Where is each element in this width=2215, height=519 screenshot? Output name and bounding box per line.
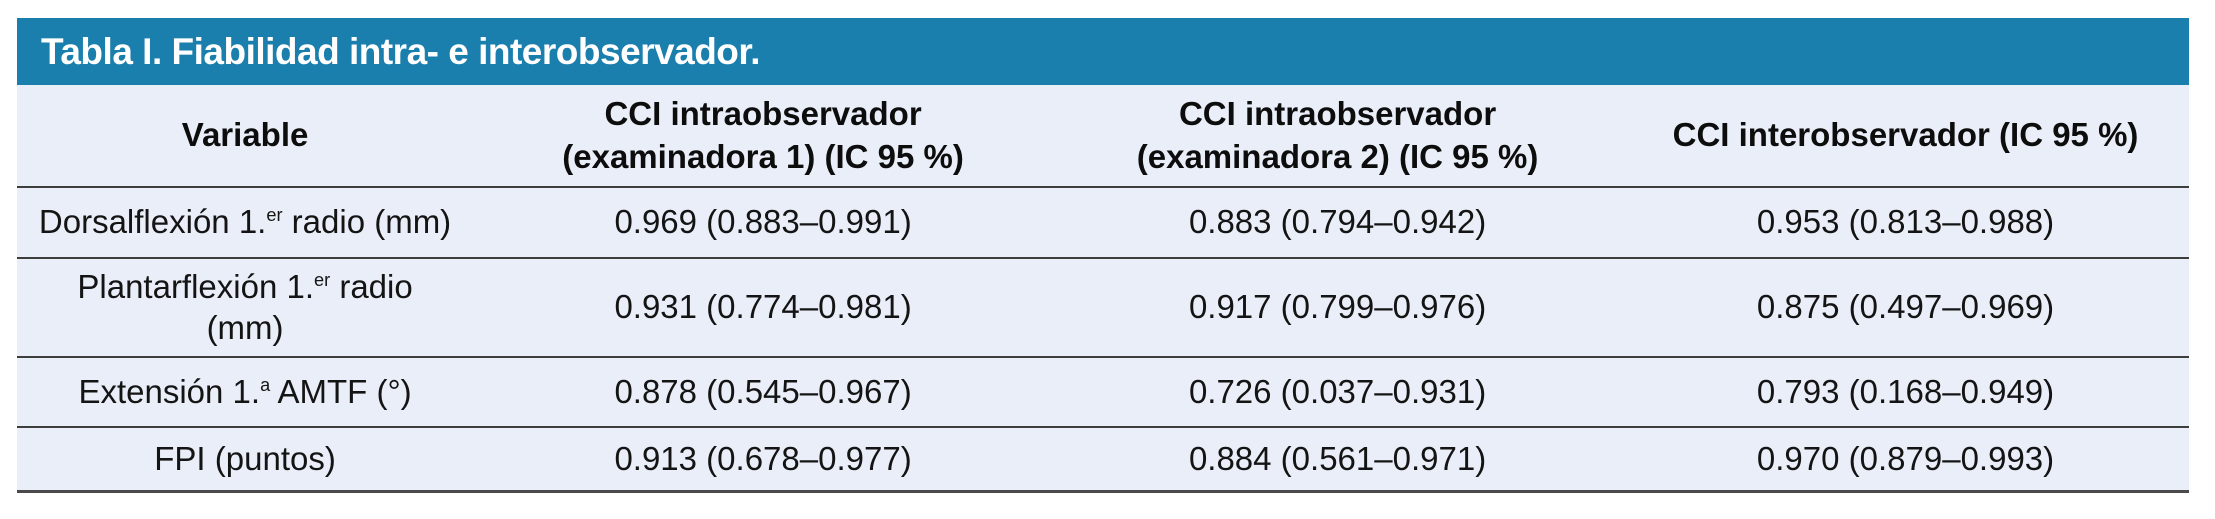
value-cell: 0.875 (0.497–0.969) [1622,259,2189,356]
variable-text: FPI (puntos) [154,439,336,477]
table-title: Tabla I. Fiabilidad intra- e interobserv… [41,30,761,72]
header-cell-cci-intra-2: CCI intraobservador (examinadora 2) (IC 9… [1053,85,1622,186]
cci-value: 0.726 (0.037–0.931) [1188,372,1487,410]
variable-text: radio (mm) [282,203,452,241]
table-row-extension: Extensión 1.a AMTF (°) 0.878 (0.545–0.96… [17,356,2189,426]
cci-value: 0.917 (0.799–0.976) [1188,288,1487,326]
variable-cell: Dorsalflexión 1.er radio (mm) [17,188,473,257]
value-cell: 0.931 (0.774–0.981) [473,259,1053,356]
header-cell-variable: Variable [17,85,473,186]
cci-value: 0.875 (0.497–0.969) [1756,288,2055,326]
cci-value: 0.969 (0.883–0.991) [614,203,912,241]
value-cell: 0.726 (0.037–0.931) [1053,358,1622,426]
header-line1: CCI intraobservador [1178,95,1497,133]
reliability-table: Tabla I. Fiabilidad intra- e interobserv… [17,18,2189,493]
header-line1: CCI interobservador (IC 95 %) [1672,116,2139,154]
table-grid: Variable CCI intraobservador (examinadora… [17,85,2189,493]
table-header-row: Variable CCI intraobservador (examinadora… [17,85,2189,186]
variable-label: Dorsalflexión 1.er radio (mm) [39,202,451,242]
value-cell: 0.970 (0.879–0.993) [1622,428,2189,490]
value-cell: 0.793 (0.168–0.949) [1622,358,2189,426]
ordinal-superscript: a [260,374,271,395]
variable-label: Plantarflexión 1.er radio [77,267,412,307]
table-row-fpi: FPI (puntos) 0.913 (0.678–0.977) 0.884 (… [17,426,2189,490]
header-cell-cci-inter: CCI interobservador (IC 95 %) [1622,85,2189,186]
header-line2: (examinadora 2) (IC 95 %) [1136,137,1539,175]
cci-value: 0.913 (0.678–0.977) [614,439,912,477]
ordinal-superscript: er [266,205,283,226]
cci-value: 0.883 (0.794–0.942) [1188,203,1487,241]
variable-cell: Extensión 1.a AMTF (°) [17,358,473,426]
header-line1: CCI intraobservador [604,95,922,133]
cci-value: 0.884 (0.561–0.971) [1188,439,1487,477]
header-cell-cci-intra-1: CCI intraobservador (examinadora 1) (IC 9… [473,85,1053,186]
variable-text: AMTF (°) [270,372,412,410]
table-row-dorsalflexion: Dorsalflexión 1.er radio (mm) 0.969 (0.8… [17,186,2189,257]
variable-text: Extensión 1. [78,372,261,410]
cci-value: 0.931 (0.774–0.981) [614,288,912,326]
cci-value: 0.793 (0.168–0.949) [1756,372,2055,410]
variable-text: Plantarflexión 1. [77,268,315,306]
value-cell: 0.884 (0.561–0.971) [1053,428,1622,490]
header-line1: Variable [181,116,309,154]
table-title-bar: Tabla I. Fiabilidad intra- e interobserv… [17,18,2189,85]
value-cell: 0.883 (0.794–0.942) [1053,188,1622,257]
value-cell: 0.917 (0.799–0.976) [1053,259,1622,356]
ordinal-superscript: er [314,270,331,291]
cci-value: 0.953 (0.813–0.988) [1756,203,2055,241]
variable-line2: (mm) [206,308,284,346]
cci-value: 0.878 (0.545–0.967) [614,372,912,410]
variable-text: Dorsalflexión 1. [38,203,267,241]
variable-text: radio [330,268,413,306]
value-cell: 0.969 (0.883–0.991) [473,188,1053,257]
value-cell: 0.878 (0.545–0.967) [473,358,1053,426]
variable-label: Extensión 1.a AMTF (°) [78,372,411,412]
table-row-plantarflexion: Plantarflexión 1.er radio (mm) 0.931 (0.7… [17,257,2189,356]
variable-label: FPI (puntos) [154,439,336,479]
variable-cell: FPI (puntos) [17,428,473,490]
variable-cell: Plantarflexión 1.er radio (mm) [17,259,473,356]
cci-value: 0.970 (0.879–0.993) [1756,439,2055,477]
header-line2: (examinadora 1) (IC 95 %) [562,137,964,175]
value-cell: 0.913 (0.678–0.977) [473,428,1053,490]
value-cell: 0.953 (0.813–0.988) [1622,188,2189,257]
